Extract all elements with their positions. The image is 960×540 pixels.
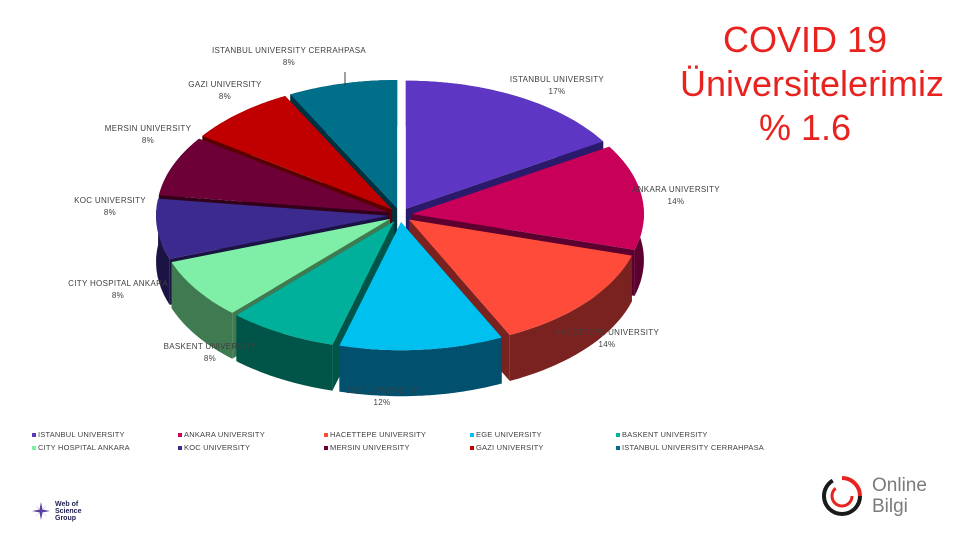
slice-label-mersin-university: MERSIN UNIVERSITY [105, 124, 192, 133]
title-line-1: COVID 19 [722, 19, 888, 60]
slice-label-istanbul-university: ISTANBUL UNIVERSITY [510, 75, 605, 84]
legend-label: ANKARA UNIVERSITY [184, 430, 265, 439]
pie-slice-ege-university [339, 222, 502, 351]
web-of-science-logo: Web of Science Group [30, 500, 81, 522]
legend-label: BASKENT UNIVERSITY [622, 430, 708, 439]
pie-slice-hacettepe-university [409, 219, 632, 335]
pie-slice-baskent-university [236, 221, 395, 345]
legend-label: CITY HOSPITAL ANKARA [38, 443, 130, 452]
slide-title: COVID 19 Üniversitelerimiz % 1.6 [680, 18, 945, 150]
slice-percent-hacettepe-university: 14% [599, 340, 616, 349]
pie-slice-side-hacettepe-university [509, 255, 632, 381]
slice-percent-ankara-university: 14% [668, 197, 685, 206]
pie-slice-side-ege-university [339, 337, 502, 397]
slice-percent-baskent-university: 8% [204, 354, 216, 363]
legend-item-istanbul-university-cerrahpasa: ISTANBUL UNIVERSITY CERRAHPASA [616, 443, 792, 452]
legend-label: EGE UNIVERSITY [476, 430, 542, 439]
legend-swatch [324, 445, 328, 450]
online-bilgi-wordmark: Online Bilgi [872, 475, 927, 517]
legend-item-koc-university: KOC UNIVERSITY [178, 443, 324, 452]
wos-line-2: Science [55, 507, 82, 515]
legend-label: ISTANBUL UNIVERSITY [38, 430, 125, 439]
legend-item-mersin-university: MERSIN UNIVERSITY [324, 443, 470, 452]
legend-swatch [32, 445, 36, 450]
pie-slice-gazi-university [202, 96, 393, 210]
pie-slice-city-hospital-ankara [171, 218, 390, 313]
slice-percent-ege-university: 12% [374, 398, 391, 407]
legend-swatch [178, 445, 182, 450]
legend-swatch [616, 445, 620, 450]
slice-label-baskent-university: BASKENT UNIVERSITY [164, 342, 257, 351]
legend-swatch [470, 432, 474, 437]
legend-swatch [324, 432, 328, 437]
slice-percent-istanbul-university: 17% [549, 87, 566, 96]
slice-label-ege-university: EGE UNIVERSITY [346, 386, 418, 395]
pie-label-layer: ISTANBUL UNIVERSITY 17% ANKARA UNIVERSITY 1… [68, 46, 720, 407]
online-bilgi-icon [822, 476, 862, 516]
web-of-science-wordmark: Web of Science Group [55, 501, 81, 522]
slice-percent-gazi-university: 8% [219, 92, 231, 101]
pie-slice-side-koc-university [156, 198, 170, 305]
legend-item-city-hospital-ankara: CITY HOSPITAL ANKARA [32, 443, 178, 452]
slice-label-istanbul-university-cerrahpasa: ISTANBUL UNIVERSITY CERRAHPASA [212, 46, 366, 55]
slice-percent-mersin-university: 8% [142, 136, 154, 145]
wos-line-3: Group [55, 514, 76, 522]
pie-slice-ankara-university [411, 146, 644, 250]
chart-legend: ISTANBUL UNIVERSITY ANKARA UNIVERSITY HACE… [32, 430, 792, 452]
slice-percent-koc-university: 8% [104, 208, 116, 217]
pie-slice-istanbul-university [405, 80, 604, 209]
legend-swatch [178, 432, 182, 437]
slice-label-koc-university: KOC UNIVERSITY [74, 196, 146, 205]
slice-percent-istanbul-university-cerrahpasa: 8% [283, 58, 295, 67]
online-bilgi-line-2: Bilgi [872, 496, 908, 517]
legend-label: KOC UNIVERSITY [184, 443, 251, 452]
web-of-science-icon [32, 502, 50, 520]
online-bilgi-logo: Online Bilgi [820, 474, 927, 518]
wos-line-1: Web of [55, 500, 79, 508]
slice-label-city-hospital-ankara: CITY HOSPITAL ANKARA [68, 279, 168, 288]
legend-swatch [470, 445, 474, 450]
legend-item-istanbul-university: ISTANBUL UNIVERSITY [32, 430, 178, 439]
pie-top-layer [156, 80, 644, 351]
online-bilgi-line-1: Online [872, 475, 927, 496]
legend-item-hacettepe-university: HACETTEPE UNIVERSITY [324, 430, 470, 439]
slice-percent-city-hospital-ankara: 8% [112, 291, 124, 300]
title-line-2: Üniversitelerimiz [680, 63, 945, 104]
legend-label: GAZI UNIVERSITY [476, 443, 544, 452]
pie-slice-istanbul-university-cerrahpasa [290, 80, 398, 209]
pie-slice-koc-university [156, 198, 389, 259]
legend-item-ankara-university: ANKARA UNIVERSITY [178, 430, 324, 439]
slice-label-gazi-university: GAZI UNIVERSITY [188, 80, 262, 89]
slice-label-ankara-university: ANKARA UNIVERSITY [632, 185, 720, 194]
pie-slice-mersin-university [158, 138, 389, 213]
legend-label: ISTANBUL UNIVERSITY CERRAHPASA [622, 443, 765, 452]
legend-label: HACETTEPE UNIVERSITY [330, 430, 427, 439]
legend-item-ege-university: EGE UNIVERSITY [470, 430, 616, 439]
title-line-3: % 1.6 [758, 107, 852, 148]
legend-item-gazi-university: GAZI UNIVERSITY [470, 443, 616, 452]
slice-label-hacettepe-university: HACETTEPE UNIVERSITY [555, 328, 660, 337]
legend-label: MERSIN UNIVERSITY [330, 443, 410, 452]
legend-swatch [32, 432, 36, 437]
legend-swatch [616, 432, 620, 437]
legend-item-baskent-university: BASKENT UNIVERSITY [616, 430, 792, 439]
pie-chart: ISTANBUL UNIVERSITY 17% ANKARA UNIVERSITY 1… [68, 46, 720, 407]
